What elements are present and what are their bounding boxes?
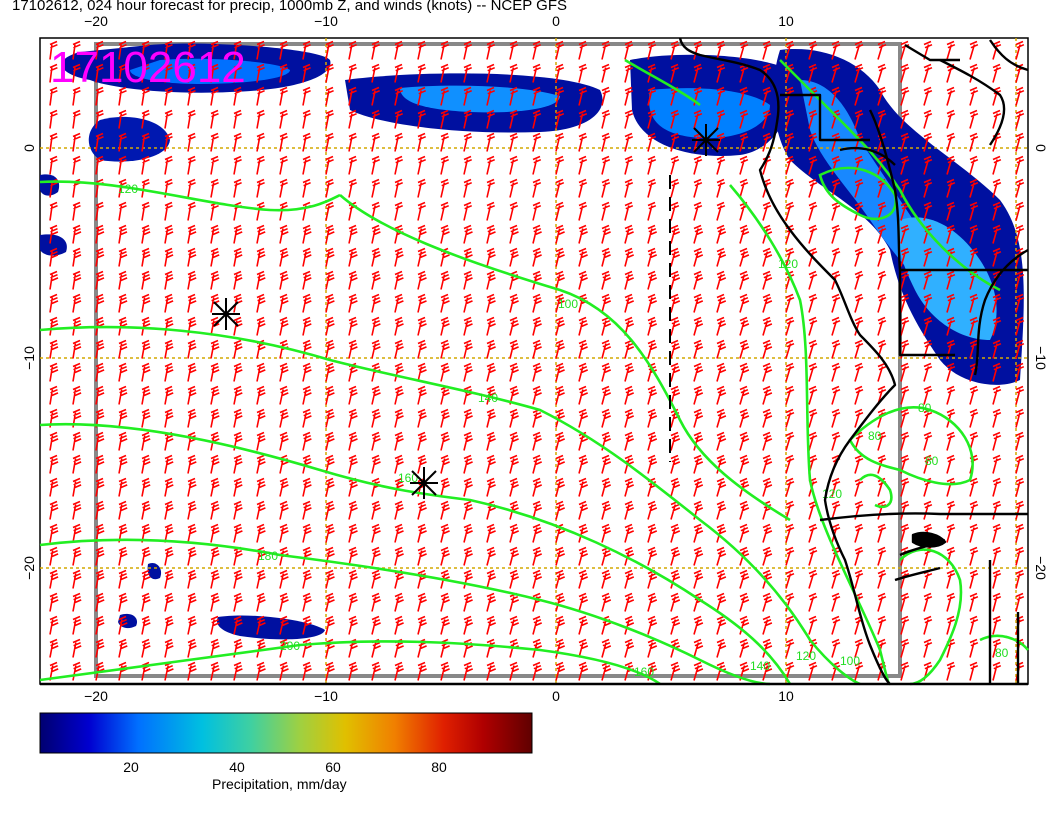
svg-text:120: 120 xyxy=(778,257,798,271)
colorbar-tick: 40 xyxy=(229,759,245,775)
svg-text:−10: −10 xyxy=(1033,346,1049,370)
svg-text:180: 180 xyxy=(258,549,278,563)
colorbar-tick: 20 xyxy=(123,759,139,775)
svg-text:100: 100 xyxy=(840,654,860,668)
svg-text:−10: −10 xyxy=(314,688,338,704)
svg-text:80: 80 xyxy=(925,454,939,468)
svg-text:160: 160 xyxy=(398,471,418,485)
svg-text:80: 80 xyxy=(868,429,882,443)
storm-center-icon xyxy=(410,467,438,499)
storm-center-icon xyxy=(692,124,720,156)
svg-text:0: 0 xyxy=(552,688,560,704)
svg-text:200: 200 xyxy=(280,639,300,653)
svg-text:0: 0 xyxy=(552,13,560,29)
svg-text:80: 80 xyxy=(918,401,932,415)
svg-text:0: 0 xyxy=(21,144,37,152)
svg-text:−20: −20 xyxy=(1033,556,1049,580)
colorbar-tick: 80 xyxy=(431,759,447,775)
x-axis-top: −20 −10 0 10 xyxy=(84,13,794,29)
x-axis-bottom: −20 −10 0 10 xyxy=(84,688,794,704)
precip-patches xyxy=(40,43,1024,640)
svg-text:120: 120 xyxy=(796,649,816,663)
date-stamp: 17102612 xyxy=(50,43,246,92)
svg-text:−20: −20 xyxy=(84,688,108,704)
inner-domain-box xyxy=(94,42,902,678)
contour-labels: 120 100 120 140 160 180 200 160 140 120 … xyxy=(118,182,1009,679)
svg-text:140: 140 xyxy=(750,659,770,673)
svg-text:80: 80 xyxy=(995,646,1009,660)
coastline xyxy=(40,37,1029,686)
svg-text:10: 10 xyxy=(778,13,794,29)
svg-text:120: 120 xyxy=(118,182,138,196)
svg-text:10: 10 xyxy=(778,688,794,704)
map-title: 17102612, 024 hour forecast for precip, … xyxy=(12,0,567,14)
y-axis-right: 0 −10 −20 xyxy=(1033,144,1049,580)
colorbar-label: Precipitation, mm/day xyxy=(212,776,347,792)
svg-text:0: 0 xyxy=(1033,144,1049,152)
svg-text:−20: −20 xyxy=(84,13,108,29)
precip-colorbar xyxy=(39,712,533,754)
svg-text:140: 140 xyxy=(478,391,498,405)
svg-text:−20: −20 xyxy=(21,556,37,580)
wind-barb-field xyxy=(49,40,1025,681)
storm-center-icon xyxy=(212,298,240,330)
svg-text:−10: −10 xyxy=(21,346,37,370)
svg-text:100: 100 xyxy=(558,297,578,311)
svg-text:−10: −10 xyxy=(314,13,338,29)
svg-text:160: 160 xyxy=(634,665,654,679)
colorbar-tick: 60 xyxy=(325,759,341,775)
y-axis-left: 0 −10 −20 xyxy=(21,144,37,580)
geopotential-contours xyxy=(39,58,1030,686)
wind-barbs xyxy=(49,40,1025,681)
